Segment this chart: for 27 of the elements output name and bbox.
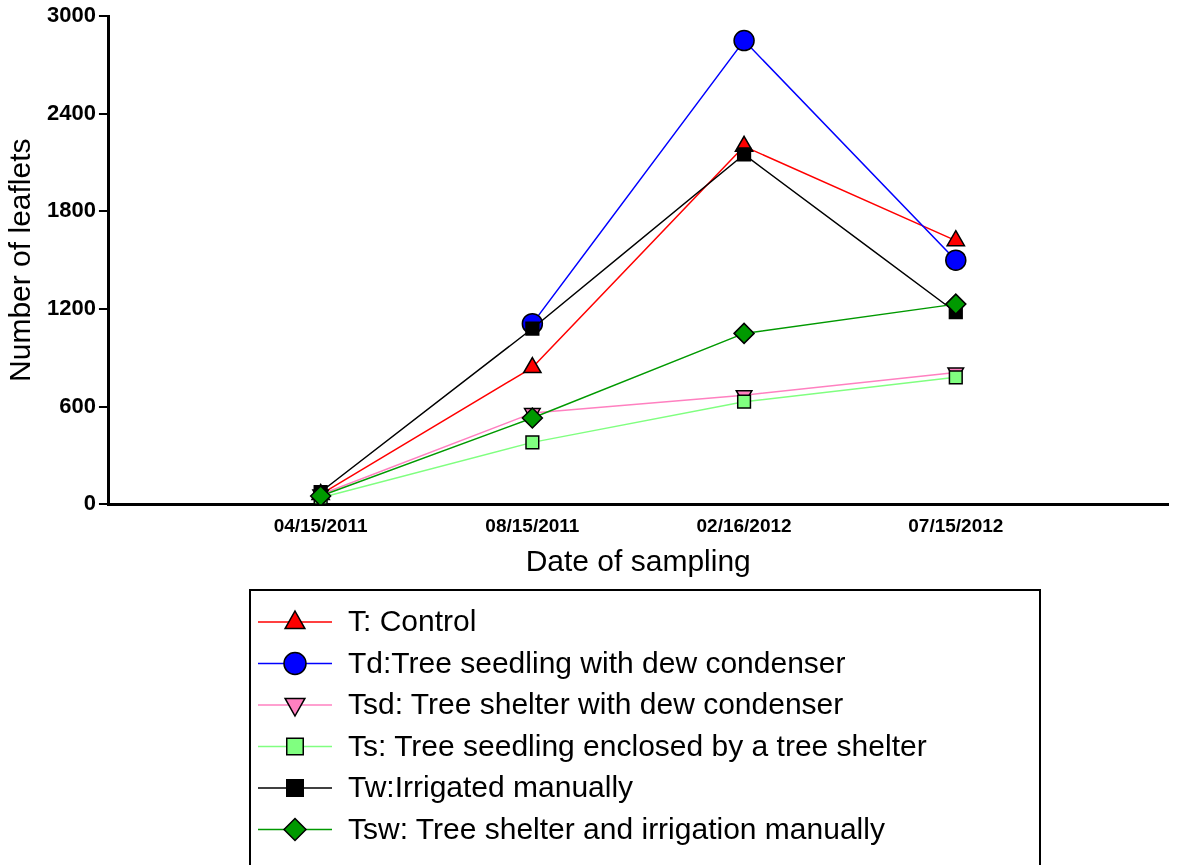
- y-tick-label: 2400: [46, 99, 96, 125]
- x-tick-label: 07/15/2012: [908, 514, 1004, 536]
- point: [733, 29, 755, 52]
- point: [736, 147, 752, 162]
- legend-label: Ts: Tree seedling enclosed by a tree shelter: [348, 728, 927, 762]
- legend-label: Tw:Irrigated manually: [348, 770, 634, 804]
- y-tick-label: 0: [83, 490, 96, 516]
- legend-label: Tsw: Tree shelter and irrigation manually: [348, 811, 885, 845]
- legend-label: T: Control: [348, 604, 477, 638]
- x-tick-label: 02/16/2012: [696, 514, 792, 536]
- point: [945, 293, 967, 315]
- y-tick-label: 1800: [46, 197, 96, 223]
- y-tick-label: 600: [59, 392, 96, 418]
- y-tick-label: 3000: [46, 2, 96, 28]
- legend-label: Tsd: Tree shelter with dew condenser: [348, 687, 844, 721]
- point: [525, 435, 540, 450]
- y-axis-title: Number of leaflets: [3, 138, 37, 382]
- point: [521, 407, 544, 429]
- x-tick-label: 04/15/2011: [273, 514, 369, 536]
- point: [309, 485, 332, 505]
- y-tick-label: 1200: [46, 295, 96, 321]
- legend-label: Td:Tree seedling with dew condenser: [348, 645, 846, 679]
- x-tick-label: 08/15/2011: [485, 514, 580, 536]
- point: [736, 394, 752, 409]
- point: [733, 322, 755, 345]
- x-axis-title: Date of sampling: [525, 544, 751, 578]
- point: [945, 249, 967, 271]
